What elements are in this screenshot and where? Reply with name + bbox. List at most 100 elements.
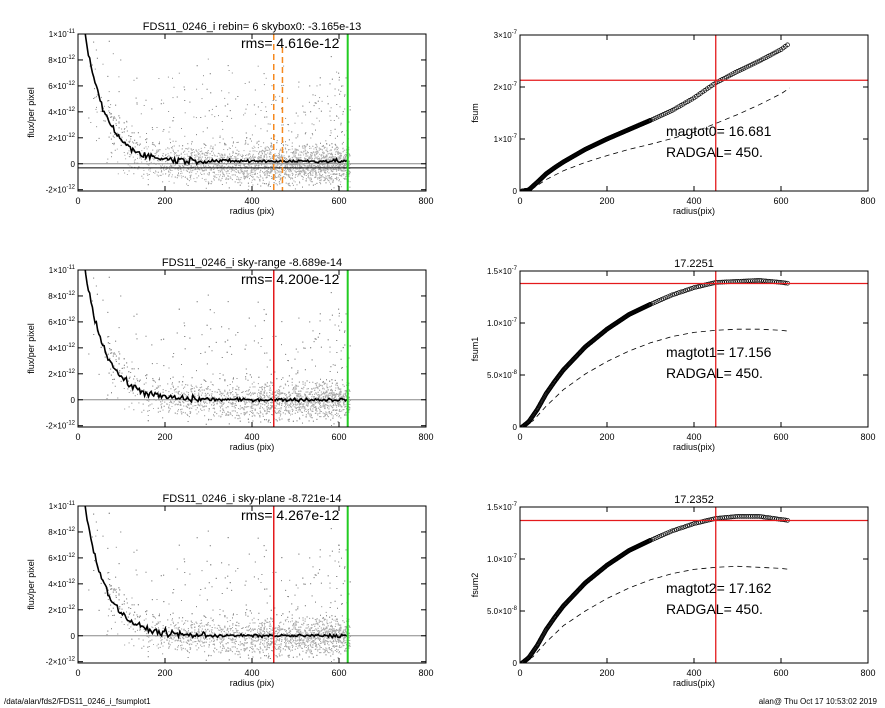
pixel-point [236,171,238,173]
pixel-point [248,153,250,155]
pixel-point [277,155,279,157]
pixel-point [336,179,338,181]
pixel-point [332,158,334,160]
pixel-point [229,110,231,112]
pixel-point [131,132,133,134]
pixel-point [146,138,148,140]
pixel-point [297,158,299,160]
pixel-point [278,168,280,169]
pixel-point [318,165,320,167]
pixel-point [204,166,205,168]
pixel-point [321,162,323,164]
pixel-point [283,151,285,153]
pixel-point [157,175,159,177]
pixel-point [264,156,265,158]
pixel-point [161,159,163,161]
pixel-point [224,144,226,146]
pixel-point [285,168,286,170]
pixel-point [265,165,267,167]
pixel-point [238,172,240,174]
pixel-point [246,171,248,173]
pixel-point [232,166,234,168]
pixel-point [336,170,337,172]
pixel-point [216,177,218,179]
pixel-point [185,169,187,171]
pixel-point [245,157,247,159]
pixel-point [194,157,196,159]
pixel-point [146,161,148,163]
pixel-point [325,169,327,171]
sum-point [663,111,669,116]
pixel-point [304,165,306,167]
pixel-point [284,170,285,171]
pixel-point [126,130,128,132]
pixel-point [245,400,247,402]
pixel-point [340,396,342,398]
pixel-point [143,105,145,106]
pixel-point [246,175,248,177]
pixel-point [96,2,97,3]
pixel-point [338,153,339,155]
pixel-point [319,153,321,155]
pixel-point [278,160,280,162]
pixel-point [148,174,150,175]
pixel-point [98,137,100,139]
pixel-point [327,165,329,167]
pixel-point [348,173,350,175]
pixel-point [349,109,351,111]
pixel-point [336,150,338,152]
pixel-point [267,171,269,173]
pixel-point [293,156,295,158]
pixel-point [288,176,290,178]
pixel-point [237,155,239,157]
pixel-point [341,175,343,177]
pixel-point [135,153,137,155]
pixel-point [269,158,271,160]
pixel-point [143,147,145,149]
pixel-point [338,76,340,78]
pixel-point [240,168,242,170]
pixel-point [220,179,222,181]
pixel-point [304,158,306,160]
pixel-point [313,165,315,167]
pixel-point [309,147,311,149]
pixel-point [297,396,299,398]
pixel-point [213,312,215,314]
pixel-point [252,155,254,157]
pixel-point [219,153,221,155]
pixel-point [334,149,336,151]
pixel-point [283,169,285,171]
pixel-point [156,127,158,128]
pixel-point [318,171,319,173]
pixel-point [315,147,317,149]
pixel-point [325,175,327,177]
pixel-point [180,170,182,172]
pixel-point [282,144,284,146]
pixel-point [205,180,207,182]
sum-point [661,112,666,117]
pixel-point [263,156,265,158]
pixel-point [190,152,192,154]
pixel-point [334,173,335,175]
pixel-point [320,110,322,112]
pixel-point [332,162,334,164]
pixel-point [279,156,281,157]
pixel-point [115,123,117,125]
pixel-point [316,146,318,148]
pixel-point [317,158,319,160]
pixel-point [205,178,207,180]
pixel-point [311,155,313,157]
pixel-point [172,140,174,142]
pixel-point [223,156,225,158]
pixel-point [264,168,266,170]
pixel-point [178,72,180,74]
pixel-point [241,182,243,184]
pixel-point [308,166,310,167]
pixel-point [336,173,338,175]
pixel-point [284,165,286,167]
pixel-point [276,140,278,142]
pixel-point [113,116,115,118]
pixel-point [220,171,221,173]
pixel-point [330,165,332,167]
pixel-point [183,169,185,171]
